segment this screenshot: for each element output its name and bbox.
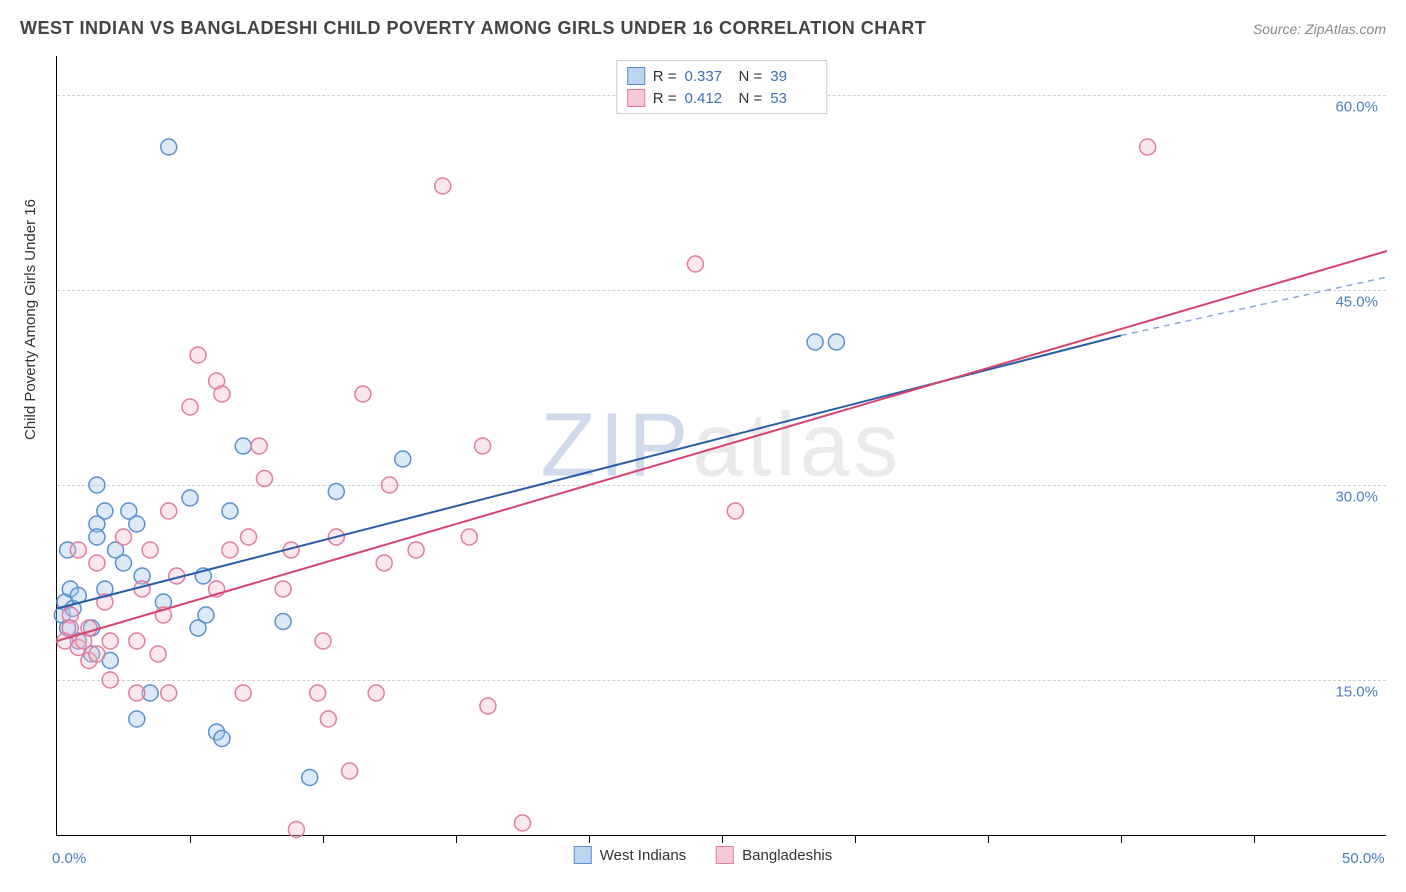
trend-line-dashed (1121, 277, 1387, 336)
n-label: N = (739, 90, 763, 107)
legend-swatch-icon (627, 89, 645, 107)
data-point (475, 438, 491, 454)
x-tick (722, 835, 723, 843)
data-point (129, 516, 145, 532)
data-point (461, 529, 477, 545)
data-point (214, 731, 230, 747)
legend-item: West Indians (574, 846, 686, 864)
data-point (515, 815, 531, 831)
x-tick (190, 835, 191, 843)
data-point (89, 646, 105, 662)
data-point (161, 139, 177, 155)
data-point (116, 529, 132, 545)
legend-swatch-icon (627, 67, 645, 85)
data-point (161, 685, 177, 701)
x-axis-min-label: 0.0% (52, 850, 86, 867)
r-label: R = (653, 68, 677, 85)
data-point (382, 477, 398, 493)
data-point (214, 386, 230, 402)
x-tick (456, 835, 457, 843)
legend-label: West Indians (600, 847, 686, 864)
data-point (302, 770, 318, 786)
data-point (828, 334, 844, 350)
data-point (97, 503, 113, 519)
data-point (222, 503, 238, 519)
data-point (62, 620, 78, 636)
legend-item: Bangladeshis (716, 846, 832, 864)
data-point (727, 503, 743, 519)
data-point (807, 334, 823, 350)
n-label: N = (739, 68, 763, 85)
data-point (395, 451, 411, 467)
data-point (150, 646, 166, 662)
data-point (89, 529, 105, 545)
x-tick (1254, 835, 1255, 843)
data-point (408, 542, 424, 558)
data-point (198, 607, 214, 623)
data-point (256, 471, 272, 487)
data-point (89, 477, 105, 493)
chart-title: WEST INDIAN VS BANGLADESHI CHILD POVERTY… (20, 18, 926, 39)
data-point (102, 672, 118, 688)
r-label: R = (653, 90, 677, 107)
chart-area: ZIPatlas 15.0%30.0%45.0%60.0% R =0.337N … (56, 56, 1386, 836)
x-tick (1121, 835, 1122, 843)
data-point (251, 438, 267, 454)
legend-label: Bangladeshis (742, 847, 832, 864)
data-point (182, 399, 198, 415)
data-point (235, 685, 251, 701)
data-point (161, 503, 177, 519)
data-point (222, 542, 238, 558)
data-point (70, 542, 86, 558)
data-point (480, 698, 496, 714)
data-point (288, 822, 304, 838)
x-axis-max-label: 50.0% (1342, 850, 1385, 867)
legend-top-row: R = 0.337 N = 39 (627, 65, 817, 87)
data-point (190, 347, 206, 363)
data-point (320, 711, 336, 727)
data-point (315, 633, 331, 649)
data-point (435, 178, 451, 194)
n-value: 53 (770, 90, 816, 107)
x-tick (589, 835, 590, 843)
r-value: 0.412 (685, 90, 731, 107)
data-point (116, 555, 132, 571)
x-tick (323, 835, 324, 843)
data-point (275, 581, 291, 597)
data-point (241, 529, 257, 545)
data-point (129, 711, 145, 727)
source-label: Source: ZipAtlas.com (1253, 21, 1386, 37)
legend-bottom: West Indians Bangladeshis (574, 846, 833, 864)
header: WEST INDIAN VS BANGLADESHI CHILD POVERTY… (20, 18, 1386, 39)
data-point (182, 490, 198, 506)
r-value: 0.337 (685, 68, 731, 85)
y-axis-label: Child Poverty Among Girls Under 16 (22, 199, 39, 440)
data-point (376, 555, 392, 571)
data-point (328, 484, 344, 500)
data-point (129, 633, 145, 649)
data-point (235, 438, 251, 454)
data-point (129, 685, 145, 701)
x-tick (855, 835, 856, 843)
data-point (368, 685, 384, 701)
data-point (142, 542, 158, 558)
legend-swatch-icon (716, 846, 734, 864)
data-point (275, 614, 291, 630)
data-point (1140, 139, 1156, 155)
data-point (687, 256, 703, 272)
x-tick (988, 835, 989, 843)
scatter-plot (57, 56, 1386, 835)
legend-swatch-icon (574, 846, 592, 864)
data-point (355, 386, 371, 402)
legend-top: R = 0.337 N = 39 R = 0.412 N = 53 (616, 60, 828, 114)
data-point (102, 633, 118, 649)
n-value: 39 (770, 68, 816, 85)
data-point (310, 685, 326, 701)
data-point (89, 555, 105, 571)
legend-top-row: R = 0.412 N = 53 (627, 87, 817, 109)
data-point (342, 763, 358, 779)
